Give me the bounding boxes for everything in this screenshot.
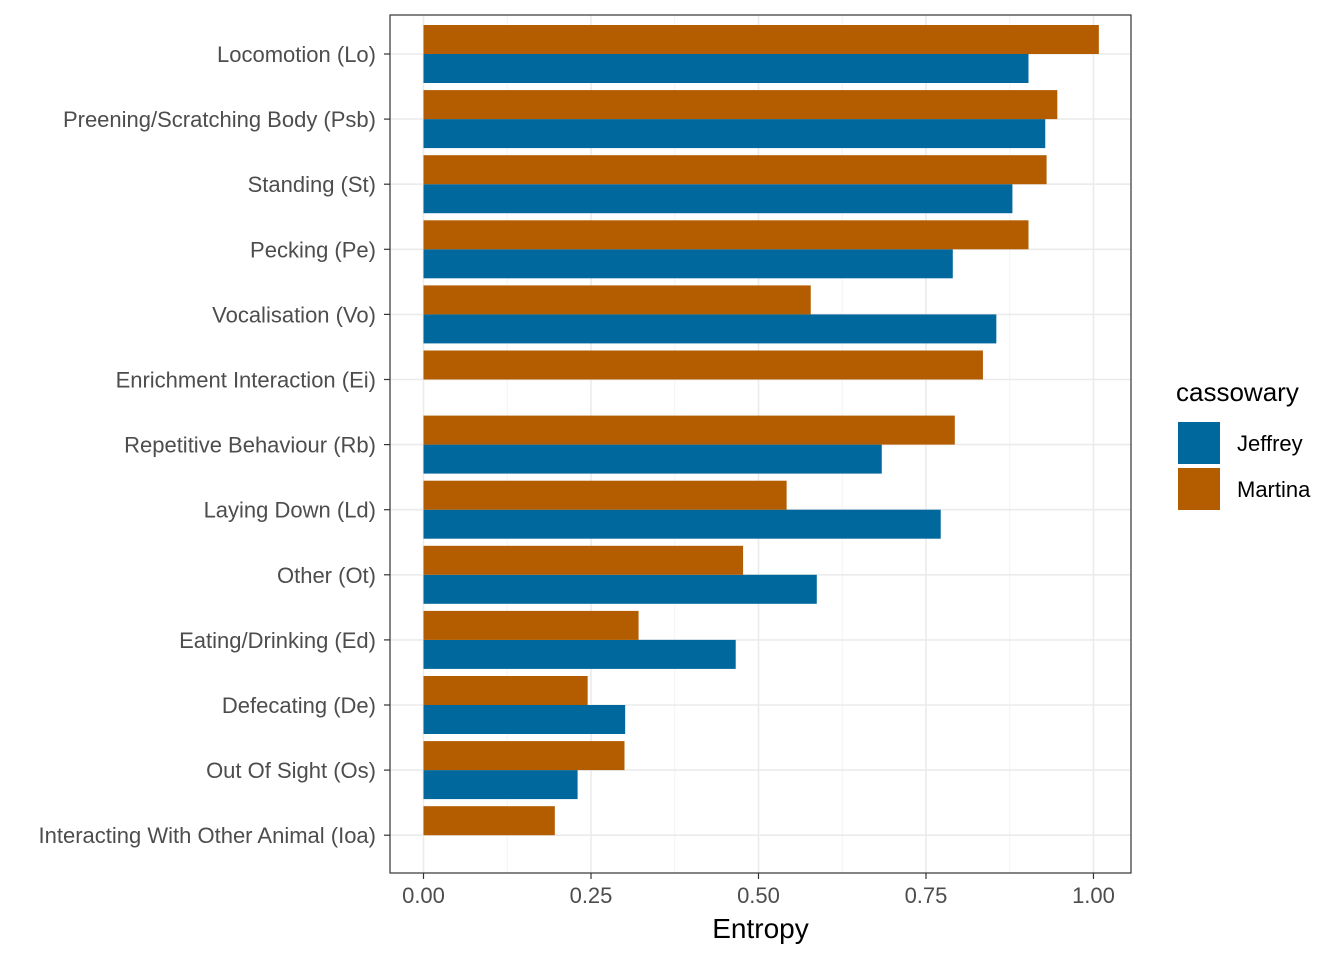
bar-martina bbox=[423, 90, 1058, 120]
y-tick-label: Preening/Scratching Body (Psb) bbox=[63, 107, 376, 132]
y-tick-label: Other (Ot) bbox=[277, 563, 376, 588]
bar-martina bbox=[423, 285, 811, 315]
y-tick-label: Repetitive Behaviour (Rb) bbox=[124, 433, 376, 458]
bar-jeffrey bbox=[423, 184, 1013, 214]
bar-jeffrey bbox=[423, 444, 882, 474]
bar-martina bbox=[423, 676, 588, 705]
bar-martina bbox=[423, 155, 1047, 185]
bar-martina bbox=[423, 25, 1099, 54]
bar-jeffrey bbox=[423, 54, 1029, 83]
bar-jeffrey bbox=[423, 574, 817, 604]
legend-title: cassowary bbox=[1176, 377, 1299, 407]
y-tick-label: Eating/Drinking (Ed) bbox=[179, 628, 376, 653]
bar-martina bbox=[423, 806, 555, 836]
y-tick-label: Enrichment Interaction (Ei) bbox=[116, 368, 376, 393]
y-tick-label: Locomotion (Lo) bbox=[217, 42, 376, 67]
bar-jeffrey bbox=[423, 509, 941, 539]
x-tick-label: 0.00 bbox=[402, 883, 445, 908]
x-tick-label: 0.25 bbox=[570, 883, 613, 908]
bar-jeffrey bbox=[423, 249, 953, 279]
legend-key-martina bbox=[1178, 468, 1220, 510]
bars bbox=[423, 25, 1099, 836]
x-tick-label: 1.00 bbox=[1072, 883, 1115, 908]
bar-jeffrey bbox=[423, 705, 626, 734]
bar-jeffrey bbox=[423, 770, 578, 800]
bar-martina bbox=[423, 480, 787, 510]
bar-martina bbox=[423, 610, 639, 640]
bar-jeffrey bbox=[423, 119, 1046, 149]
bar-jeffrey bbox=[423, 314, 997, 344]
x-tick-label: 0.50 bbox=[737, 883, 780, 908]
x-axis: 0.00 0.25 0.50 0.75 1.00 bbox=[402, 873, 1115, 908]
legend-key-jeffrey bbox=[1178, 422, 1220, 464]
bar-martina bbox=[423, 350, 983, 380]
bar-martina bbox=[423, 415, 955, 445]
bar-martina bbox=[423, 545, 744, 575]
x-axis-title: Entropy bbox=[712, 913, 809, 944]
y-tick-label: Defecating (De) bbox=[222, 693, 376, 718]
y-tick-label: Interacting With Other Animal (Ioa) bbox=[39, 823, 376, 848]
y-tick-label: Standing (St) bbox=[248, 172, 376, 197]
legend-label: Martina bbox=[1237, 477, 1311, 502]
x-tick-label: 0.75 bbox=[905, 883, 948, 908]
bar-martina bbox=[423, 741, 625, 771]
y-tick-label: Pecking (Pe) bbox=[250, 237, 376, 262]
y-axis: Locomotion (Lo) Preening/Scratching Body … bbox=[39, 42, 390, 848]
y-tick-label: Laying Down (Ld) bbox=[204, 498, 376, 523]
legend: cassowary Jeffrey Martina bbox=[1176, 377, 1311, 510]
y-tick-label: Out Of Sight (Os) bbox=[206, 758, 376, 783]
legend-label: Jeffrey bbox=[1237, 431, 1303, 456]
bar-martina bbox=[423, 220, 1029, 250]
y-tick-label: Vocalisation (Vo) bbox=[212, 302, 376, 327]
bar-jeffrey bbox=[423, 639, 736, 669]
